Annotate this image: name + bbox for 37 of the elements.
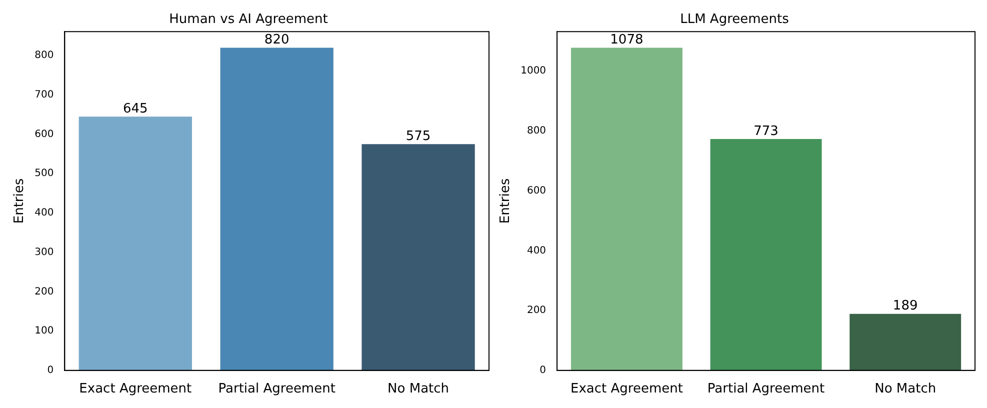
y-tick-label: 100 xyxy=(34,326,54,337)
y-axis-title: Entries xyxy=(498,178,514,224)
y-tick-label: 800 xyxy=(526,126,546,137)
y-tick-label: 0 xyxy=(47,364,54,376)
y-tick-label: 0 xyxy=(540,364,546,376)
x-tick-label: Exact Agreement xyxy=(570,382,683,397)
data-label: 820 xyxy=(264,32,290,48)
bar xyxy=(78,116,192,370)
x-tick-label: Partial Agreement xyxy=(707,382,825,397)
bar xyxy=(570,48,682,370)
y-tick-label: 800 xyxy=(34,50,54,62)
y-tick-label: 400 xyxy=(34,208,54,219)
y-tick-label: 700 xyxy=(34,90,54,101)
data-label: 1078 xyxy=(610,32,644,48)
y-tick-label: 1000 xyxy=(520,66,546,77)
data-label: 645 xyxy=(122,101,148,116)
x-tick-label: Partial Agreement xyxy=(218,382,336,397)
y-tick-label: 600 xyxy=(34,128,54,140)
y-tick-label: 300 xyxy=(34,246,54,258)
y-tick-label: 600 xyxy=(526,185,546,196)
x-tick-label: Exact Agreement xyxy=(79,382,192,397)
chart-title: Human vs AI Agreement xyxy=(169,12,328,28)
x-tick-label: No Match xyxy=(874,382,936,397)
chart-title: LLM Agreements xyxy=(680,12,790,28)
bar xyxy=(220,48,334,370)
y-tick-label: 400 xyxy=(526,245,546,256)
data-label: 189 xyxy=(892,298,918,314)
y-axis-title: Entries xyxy=(12,178,28,224)
y-tick-label: 500 xyxy=(34,168,54,180)
data-label: 773 xyxy=(754,124,778,139)
x-tick-label: No Match xyxy=(388,382,450,397)
y-tick-label: 200 xyxy=(526,305,546,316)
y-tick-label: 200 xyxy=(34,286,54,298)
bar xyxy=(362,144,475,370)
bar xyxy=(710,139,822,370)
data-label: 575 xyxy=(406,129,431,144)
bar xyxy=(850,314,962,370)
